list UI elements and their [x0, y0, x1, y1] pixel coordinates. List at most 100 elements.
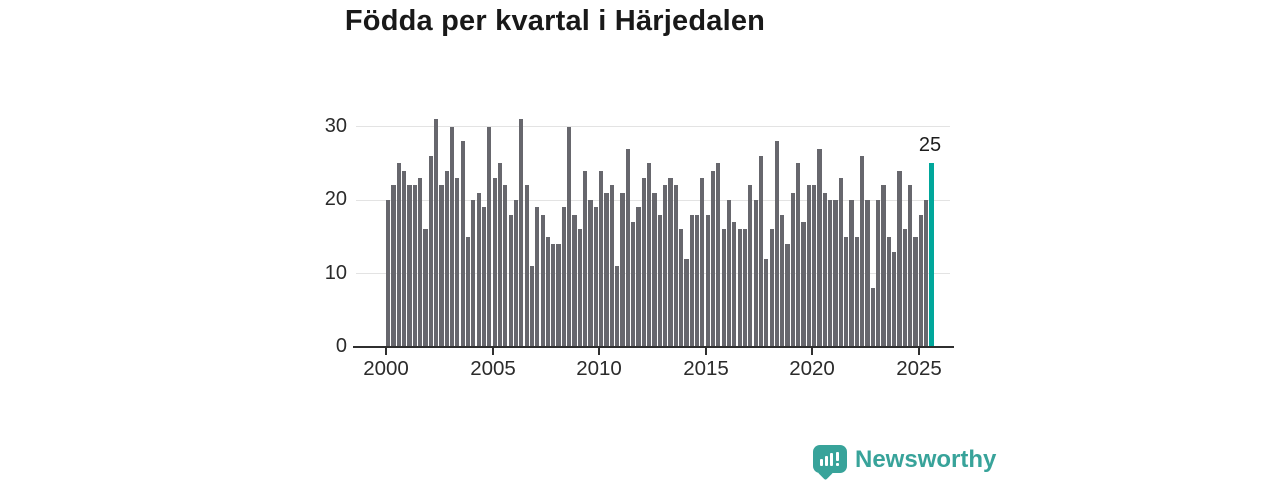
bar-2012-Q4 — [657, 214, 662, 347]
newsworthy-barchart-icon — [813, 445, 847, 473]
bar-2011-Q1 — [620, 192, 625, 347]
bar-2015-Q2 — [710, 170, 716, 347]
bar-2016-Q3 — [737, 229, 742, 347]
bar-2011-Q2 — [625, 148, 630, 347]
bar-2004-Q4 — [487, 126, 492, 347]
bar-2023-Q4 — [892, 251, 897, 347]
bar-2024-Q4 — [913, 236, 918, 347]
bar-2022-Q1 — [854, 236, 859, 347]
bar-2006-Q1 — [513, 200, 519, 347]
highlight-value-label: 25 — [918, 134, 942, 156]
bar-2018-Q2 — [774, 141, 780, 347]
bar-2024-Q1 — [897, 170, 902, 347]
bar-2020-Q1 — [812, 185, 817, 347]
bar-2002-Q4 — [444, 170, 449, 347]
bar-2022-Q3 — [865, 200, 870, 347]
bar-2020-Q2 — [817, 148, 822, 347]
icon-bar-2 — [825, 456, 829, 466]
bar-2016-Q2 — [732, 222, 737, 347]
bar-2005-Q4 — [508, 214, 513, 347]
x-axis-label-2010: 2010 — [576, 357, 622, 380]
chart-title: Födda per kvartal i Härjedalen — [344, 5, 766, 37]
bar-2022-Q2 — [860, 155, 865, 347]
x-axis-label-2005: 2005 — [470, 357, 516, 380]
bar-2019-Q3 — [801, 222, 806, 347]
bar-2004-Q1 — [471, 200, 476, 347]
bar-2000-Q3 — [396, 163, 401, 347]
x-tick-2015 — [705, 348, 707, 355]
bar-2024-Q3 — [907, 185, 913, 347]
bar-2016-Q4 — [742, 229, 748, 347]
bar-2021-Q3 — [844, 236, 849, 347]
bar-2015-Q3 — [716, 163, 721, 347]
bar-2020-Q4 — [828, 200, 833, 347]
bar-2008-Q3 — [567, 126, 572, 347]
bar-2023-Q2 — [881, 185, 886, 347]
x-tick-2005 — [492, 348, 494, 355]
bar-2008-Q4 — [572, 214, 577, 347]
bar-2016-Q1 — [726, 200, 732, 347]
bar-2004-Q3 — [481, 207, 487, 347]
x-axis-label-2000: 2000 — [363, 357, 409, 380]
bar-2005-Q3 — [503, 185, 508, 347]
y-axis-label-10: 10 — [324, 262, 347, 284]
bar-2008-Q2 — [561, 207, 567, 347]
bar-2019-Q1 — [790, 192, 796, 347]
bar-2009-Q2 — [583, 170, 588, 347]
bar-2011-Q4 — [636, 207, 641, 347]
bar-2023-Q1 — [876, 200, 881, 347]
icon-bar-3 — [830, 453, 834, 466]
bar-2001-Q1 — [407, 185, 412, 347]
x-axis-label-2015: 2015 — [683, 357, 729, 380]
bar-2021-Q1 — [833, 200, 838, 347]
bar-2014-Q3 — [694, 214, 700, 347]
y-axis-label-0: 0 — [335, 335, 347, 357]
bar-2009-Q3 — [588, 200, 593, 347]
bar-2011-Q3 — [631, 222, 636, 347]
bar-2013-Q2 — [668, 178, 673, 347]
bar-2012-Q1 — [641, 178, 646, 347]
bar-2013-Q1 — [663, 185, 668, 347]
x-tick-2025 — [918, 348, 920, 355]
bar-2010-Q3 — [609, 185, 614, 347]
y-axis-label-30: 30 — [324, 115, 347, 137]
bar-2017-Q2 — [753, 200, 758, 347]
bar-2021-Q2 — [838, 178, 843, 347]
bar-2006-Q2 — [519, 119, 524, 347]
bar-2001-Q3 — [418, 178, 423, 347]
bar-2013-Q4 — [678, 229, 684, 347]
bar-2025-Q1 — [918, 214, 923, 347]
bar-2015-Q4 — [721, 229, 726, 347]
gridline-30 — [356, 126, 950, 127]
bar-2001-Q2 — [412, 185, 417, 347]
bar-series — [386, 111, 946, 347]
bar-2025-Q2 — [923, 200, 929, 347]
bar-2021-Q4 — [849, 200, 854, 347]
bar-2009-Q4 — [593, 207, 598, 347]
bar-2023-Q3 — [886, 236, 891, 347]
bar-2015-Q1 — [705, 214, 710, 347]
y-axis-label-20: 20 — [324, 188, 347, 210]
bar-2014-Q1 — [684, 258, 689, 347]
bar-2018-Q3 — [780, 214, 785, 347]
bar-2004-Q2 — [476, 192, 481, 347]
bar-2009-Q1 — [577, 229, 582, 347]
x-axis-line — [353, 346, 954, 348]
bar-2006-Q4 — [529, 266, 535, 347]
bar-2007-Q1 — [535, 207, 540, 347]
bar-2017-Q3 — [758, 155, 764, 347]
x-tick-2020 — [811, 348, 813, 355]
bar-2005-Q2 — [497, 163, 503, 347]
bar-2001-Q4 — [423, 229, 428, 347]
bar-2007-Q2 — [540, 214, 545, 347]
bar-2003-Q1 — [449, 126, 455, 347]
bar-2025-Q3 — [929, 163, 934, 347]
bar-2007-Q4 — [551, 244, 556, 347]
bar-2002-Q1 — [428, 155, 433, 347]
bar-2019-Q2 — [796, 163, 801, 347]
bar-2022-Q4 — [870, 288, 875, 347]
bar-2002-Q3 — [439, 185, 444, 347]
bar-2003-Q4 — [465, 236, 471, 347]
bar-2012-Q3 — [652, 192, 657, 347]
